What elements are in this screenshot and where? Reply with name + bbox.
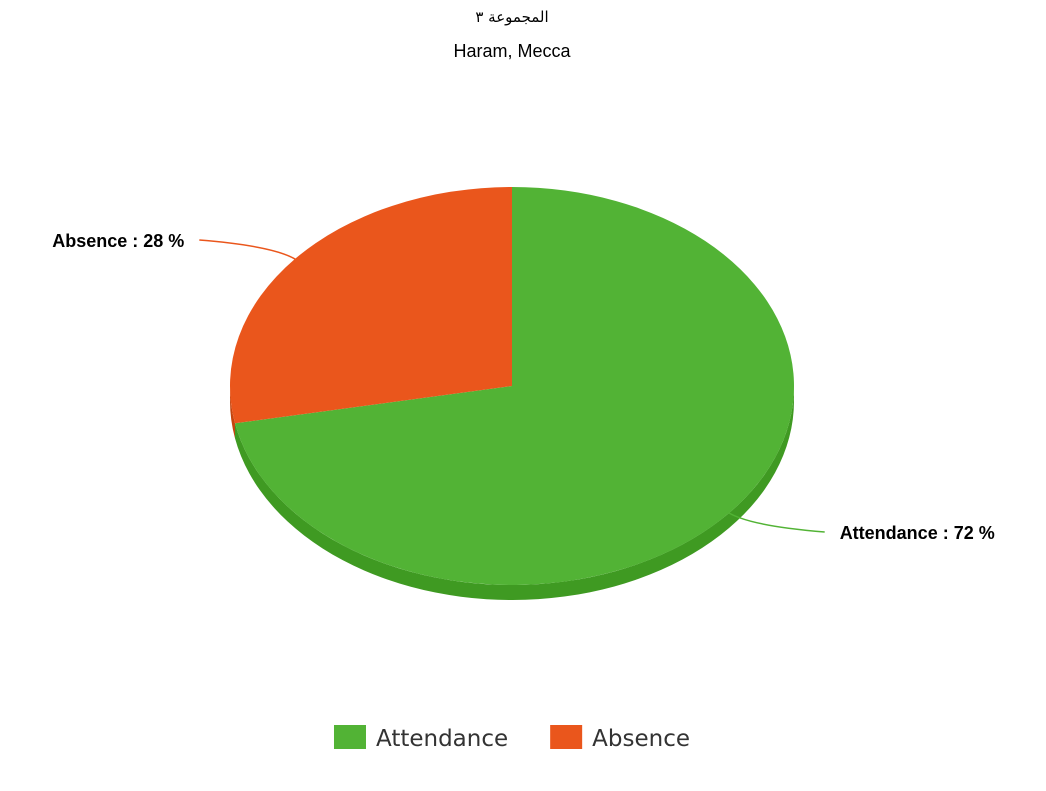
legend: Attendance Absence bbox=[333, 725, 690, 752]
pie-slice-absence[interactable] bbox=[229, 187, 512, 424]
pie-slices-group bbox=[229, 187, 794, 585]
pie-slice-attendance[interactable] bbox=[234, 187, 794, 585]
legend-item-attendance[interactable]: Attendance bbox=[333, 725, 508, 752]
legend-label-absence: Absence bbox=[592, 726, 690, 752]
legend-label-attendance: Attendance bbox=[376, 726, 508, 752]
chart-subtitle: Haram, Mecca bbox=[453, 41, 571, 61]
chart-title: المجموعة ٣ bbox=[475, 8, 548, 26]
pie-depth-group bbox=[230, 386, 794, 600]
pie-labels-group: Attendance : 72 % Absence : 28 % bbox=[52, 231, 994, 543]
legend-swatch-absence bbox=[550, 725, 583, 749]
slice-label-absence: Absence : 28 % bbox=[52, 231, 184, 251]
pie-leader-lines bbox=[199, 239, 825, 533]
slice-label-attendance: Attendance : 72 % bbox=[840, 523, 995, 543]
legend-swatch-attendance bbox=[333, 725, 366, 749]
pie-side-absence bbox=[230, 386, 235, 439]
leader-line-attendance bbox=[724, 509, 825, 533]
leader-line-absence bbox=[199, 239, 300, 263]
legend-item-absence[interactable]: Absence bbox=[550, 725, 690, 752]
